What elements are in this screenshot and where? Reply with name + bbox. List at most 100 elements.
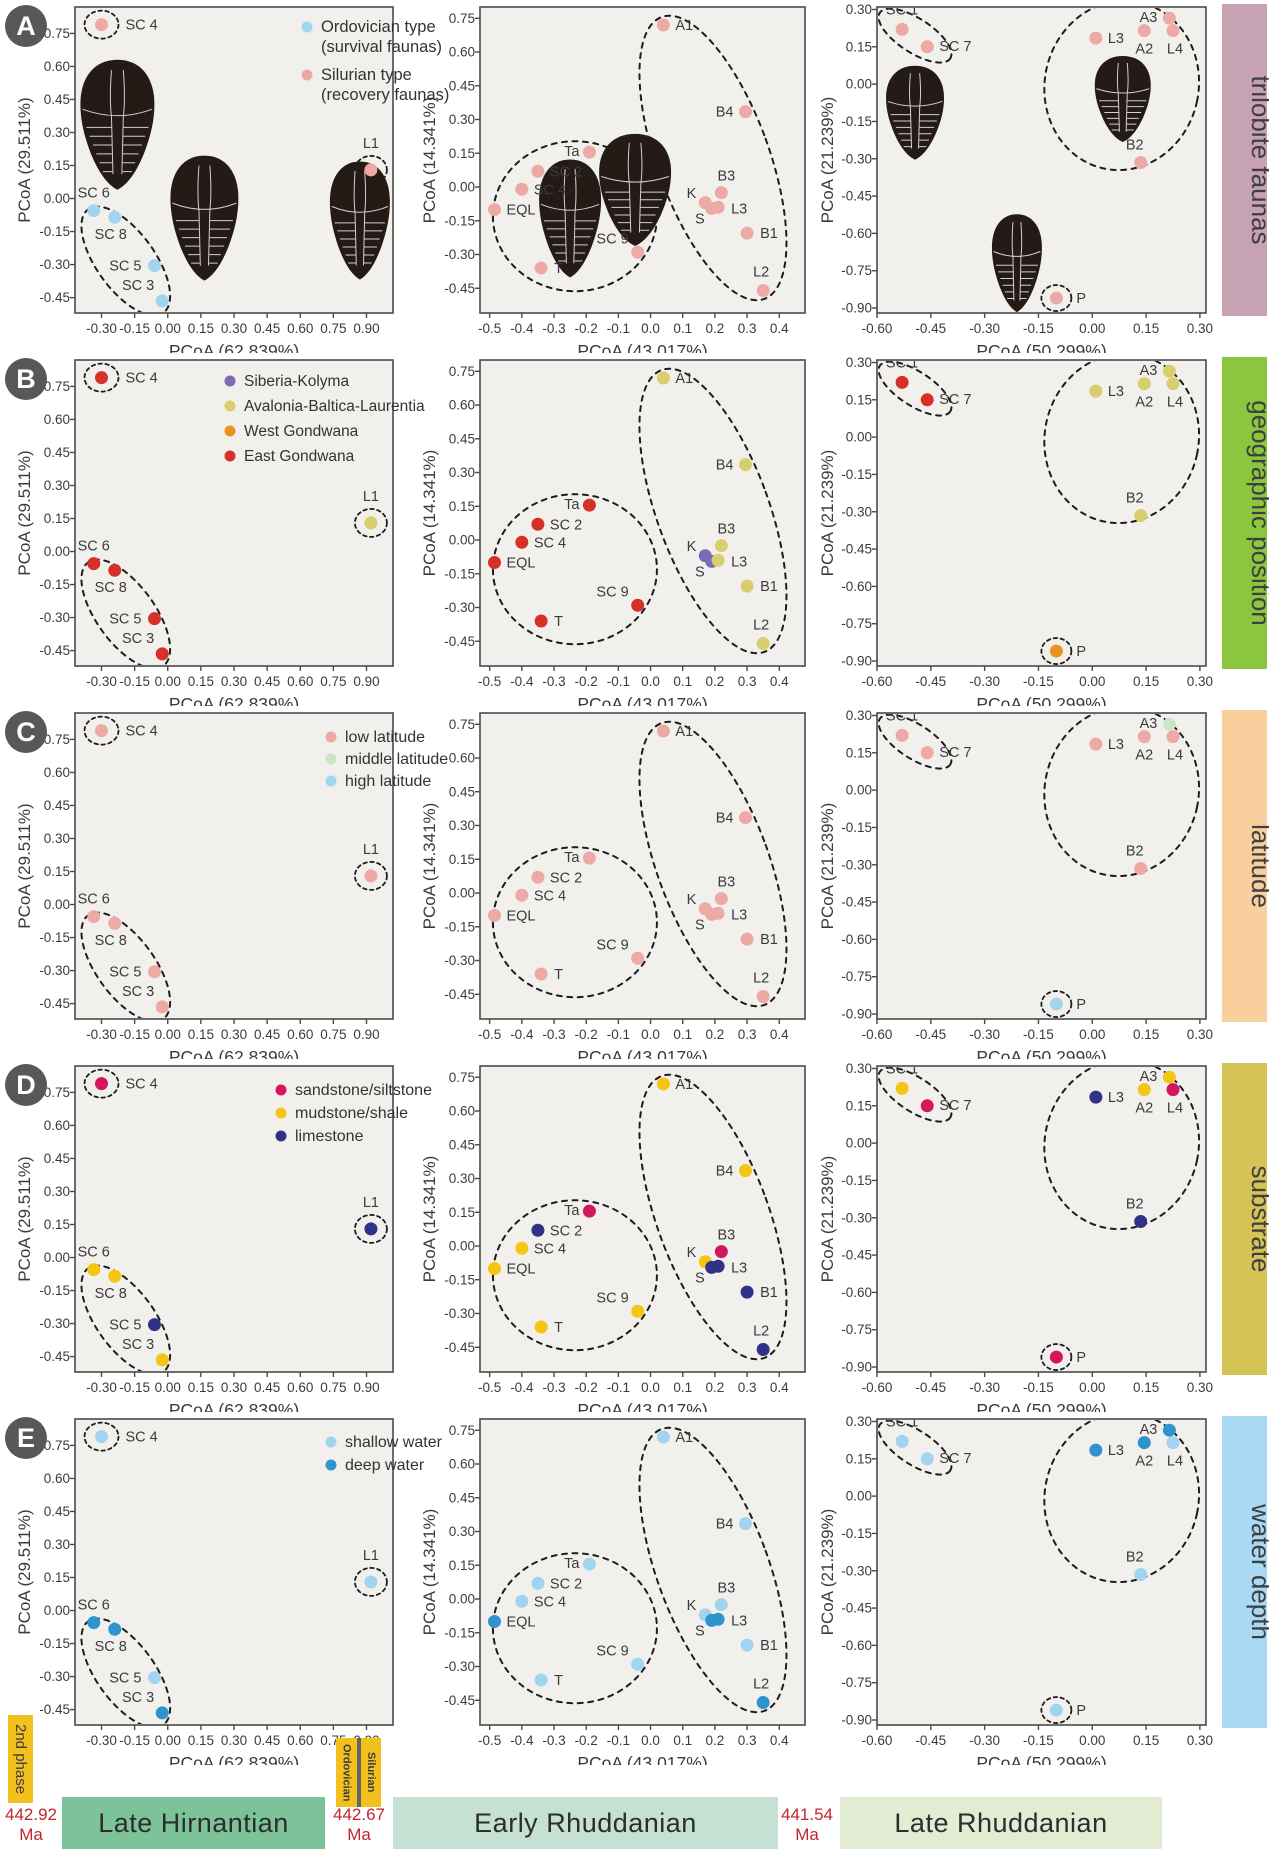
x-axis-label: PCoA (62.839%) <box>169 1753 299 1765</box>
second-phase-label: 2nd phase <box>12 1723 29 1795</box>
y-tick-label: -0.45 <box>841 189 872 204</box>
y-tick-label: -0.30 <box>444 1306 475 1321</box>
group-ring <box>1040 284 1073 312</box>
age-label-442-67: 442.67 Ma <box>332 1805 386 1845</box>
legend-label: West Gondwana <box>244 423 359 440</box>
group-ellipse <box>638 720 788 1008</box>
row-category-bar-d <box>1222 1063 1267 1375</box>
x-axis-label: PCoA (43.017%) <box>577 694 707 706</box>
x-tick-label: -0.1 <box>607 1380 630 1395</box>
point-label: L1 <box>363 1548 379 1564</box>
x-tick-label: -0.30 <box>969 674 1000 689</box>
point-label: A2 <box>1135 42 1153 58</box>
data-point-l3 <box>711 1612 725 1626</box>
x-tick-label: 0.00 <box>1079 1027 1105 1042</box>
x-tick-label: -0.5 <box>478 1733 501 1748</box>
y-tick-label: 0.00 <box>449 180 475 195</box>
legend-label: shallow water <box>345 1434 443 1451</box>
group-ellipse <box>638 1073 788 1361</box>
point-label: L3 <box>731 554 747 570</box>
x-tick-label: 0.1 <box>673 1733 692 1748</box>
legend-swatch-deepblue <box>325 1459 337 1471</box>
point-label: L4 <box>1167 748 1183 764</box>
y-tick-label: -0.60 <box>841 932 872 947</box>
x-tick-label: -0.15 <box>119 1733 150 1748</box>
plot-content: SC 4 L1 SC 6 SC 8 SC 5 SC 3 <box>78 1421 388 1724</box>
point-label: SC 9 <box>596 1643 628 1659</box>
plot-area <box>479 1065 806 1373</box>
point-label: SC 9 <box>596 584 628 600</box>
legend-E: shallow water deep water <box>325 1434 443 1474</box>
x-tick-label: 0.60 <box>287 321 313 336</box>
age-label-442-92: 442.92 Ma <box>2 1805 60 1845</box>
y-tick-label: -0.30 <box>39 1669 70 1684</box>
x-tick-label: 0.30 <box>221 674 247 689</box>
data-point-a2 <box>1137 1436 1151 1450</box>
second-phase-tag: 2nd phase <box>8 1715 33 1803</box>
y-tick-label: -0.45 <box>444 987 475 1002</box>
legend-label: East Gondwana <box>244 448 355 465</box>
x-tick-label: -0.4 <box>510 674 534 689</box>
data-point-a3 <box>1162 11 1176 25</box>
trilobite-silhouette <box>599 133 672 246</box>
panel-letter: E <box>17 1423 35 1453</box>
data-point-sc-4 <box>515 1594 529 1608</box>
y-tick-label: -0.60 <box>841 1638 872 1653</box>
y-axis-label: PCoA (29.511%) <box>15 97 34 222</box>
point-label: SC 2 <box>550 164 582 180</box>
y-tick-label: 0.00 <box>846 1136 872 1151</box>
point-label: SC 1 <box>886 355 918 371</box>
point-label: A2 <box>1135 395 1153 411</box>
y-tick-label: -0.15 <box>444 566 475 581</box>
y-tick-label: 0.30 <box>449 1171 475 1186</box>
data-point-ta <box>582 145 596 159</box>
point-label: EQL <box>506 1615 535 1631</box>
y-tick-label: 0.30 <box>846 708 872 723</box>
trilobite-silhouette <box>80 59 155 190</box>
data-point-sc-1 <box>895 1081 909 1095</box>
y-tick-label: 0.30 <box>846 1414 872 1429</box>
data-point-sc-1 <box>895 22 909 36</box>
point-label: L2 <box>753 265 769 281</box>
trilobite-silhouette <box>539 159 602 278</box>
group-ring <box>1040 1343 1073 1371</box>
y-tick-label: 0.15 <box>449 1558 475 1573</box>
data-point-sc-5 <box>148 965 161 979</box>
panel-badge-d <box>5 1064 47 1106</box>
point-label: SC 8 <box>95 933 127 949</box>
point-label: SC 6 <box>78 892 110 908</box>
x-tick-label: -0.4 <box>510 321 534 336</box>
x-tick-label: 0.30 <box>221 1733 247 1748</box>
point-label: SC 3 <box>122 1337 154 1353</box>
x-tick-label: 0.00 <box>155 1733 181 1748</box>
figure-row-a: -0.30 -0.15 0.00 0.15 0.30 0.45 0.60 0.75 0.900.… <box>5 2 1269 353</box>
legend-D: sandstone/siltstone mudstone/shale limesto… <box>275 1082 432 1145</box>
y-tick-label: 0.00 <box>44 1250 70 1265</box>
y-tick-label: -0.30 <box>39 257 70 272</box>
y-axis-label: PCoA (14.341%) <box>420 450 439 577</box>
x-tick-label: 0.00 <box>155 1380 181 1395</box>
point-label: L2 <box>753 1324 769 1340</box>
data-point-p <box>1049 1350 1063 1364</box>
y-axis-label: PCoA (29.511%) <box>15 1156 34 1281</box>
point-label: SC 1 <box>886 708 918 724</box>
y-tick-label: 0.45 <box>44 1151 70 1166</box>
data-point-eql <box>487 556 501 569</box>
data-point-sc-8 <box>108 916 122 930</box>
data-point-l3 <box>711 553 725 567</box>
point-label: P <box>1076 997 1086 1013</box>
legend-label: sandstone/siltstone <box>295 1082 432 1099</box>
legend-swatch-pink <box>325 731 337 743</box>
y-axis-label: PCoA (29.511%) <box>15 1509 34 1634</box>
y-tick-label: 0.45 <box>44 92 70 107</box>
data-point-sc-3 <box>155 1353 169 1367</box>
data-point-sc-7 <box>920 393 934 407</box>
plot-area <box>74 712 394 1020</box>
x-tick-label: -0.15 <box>1023 1733 1054 1748</box>
y-tick-label: 0.45 <box>44 1504 70 1519</box>
point-label: SC 7 <box>939 1451 971 1467</box>
point-label: Ta <box>564 1203 580 1219</box>
y-tick-label: -0.15 <box>444 919 475 934</box>
data-point-l1 <box>364 869 378 883</box>
group-ring <box>1040 990 1073 1018</box>
